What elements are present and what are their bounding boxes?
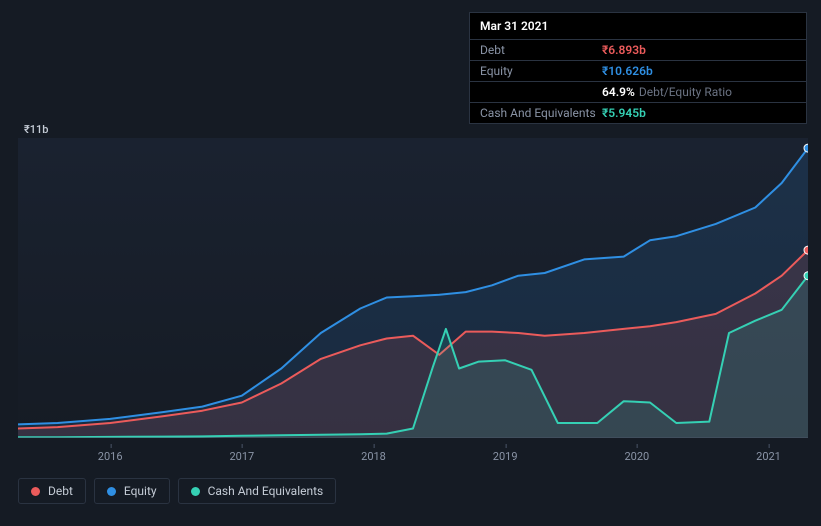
tooltip-row: 64.9% Debt/Equity Ratio xyxy=(470,81,806,102)
legend-label: Equity xyxy=(124,484,157,498)
x-axis-tick: 2020 xyxy=(624,450,649,463)
chart-legend: Debt Equity Cash And Equivalents xyxy=(18,478,336,504)
series-end-marker xyxy=(804,246,808,254)
tooltip-row-label: Equity xyxy=(480,64,602,78)
series-end-marker xyxy=(804,144,808,152)
tooltip-row-value: 64.9% xyxy=(602,85,635,99)
line-area-chart xyxy=(18,138,808,438)
y-axis-max-label: ₹11b xyxy=(24,123,48,136)
x-axis-tick: 2019 xyxy=(493,450,518,463)
tooltip-row-label: Cash And Equivalents xyxy=(480,106,602,120)
tooltip-row-value: ₹10.626b xyxy=(602,64,653,78)
legend-item-debt[interactable]: Debt xyxy=(18,478,86,504)
chart-tooltip: Mar 31 2021 Debt₹6.893bEquity₹10.626b64.… xyxy=(469,12,807,124)
tooltip-row-label: Debt xyxy=(480,43,602,57)
legend-label: Cash And Equivalents xyxy=(208,484,324,498)
legend-label: Debt xyxy=(48,484,73,498)
x-axis-tick: 2017 xyxy=(229,450,254,463)
tooltip-row: Debt₹6.893b xyxy=(470,39,806,60)
tooltip-date: Mar 31 2021 xyxy=(470,13,806,39)
legend-dot-icon xyxy=(31,487,40,496)
tooltip-row: Cash And Equivalents₹5.945b xyxy=(470,102,806,123)
legend-dot-icon xyxy=(191,487,200,496)
tooltip-row: Equity₹10.626b xyxy=(470,60,806,81)
tooltip-row-suffix: Debt/Equity Ratio xyxy=(639,85,732,99)
legend-item-equity[interactable]: Equity xyxy=(94,478,170,504)
x-axis-tick: 2016 xyxy=(98,450,123,463)
legend-item-cash-and-equivalents[interactable]: Cash And Equivalents xyxy=(178,478,337,504)
series-end-marker xyxy=(804,272,808,280)
tooltip-row-value: ₹5.945b xyxy=(602,106,646,120)
tooltip-row-value: ₹6.893b xyxy=(602,43,646,57)
legend-dot-icon xyxy=(107,487,116,496)
x-axis-tick: 2021 xyxy=(756,450,781,463)
x-axis: 2016 2017 2018 2019 2020 2021 xyxy=(18,444,808,464)
x-axis-tick: 2018 xyxy=(361,450,386,463)
